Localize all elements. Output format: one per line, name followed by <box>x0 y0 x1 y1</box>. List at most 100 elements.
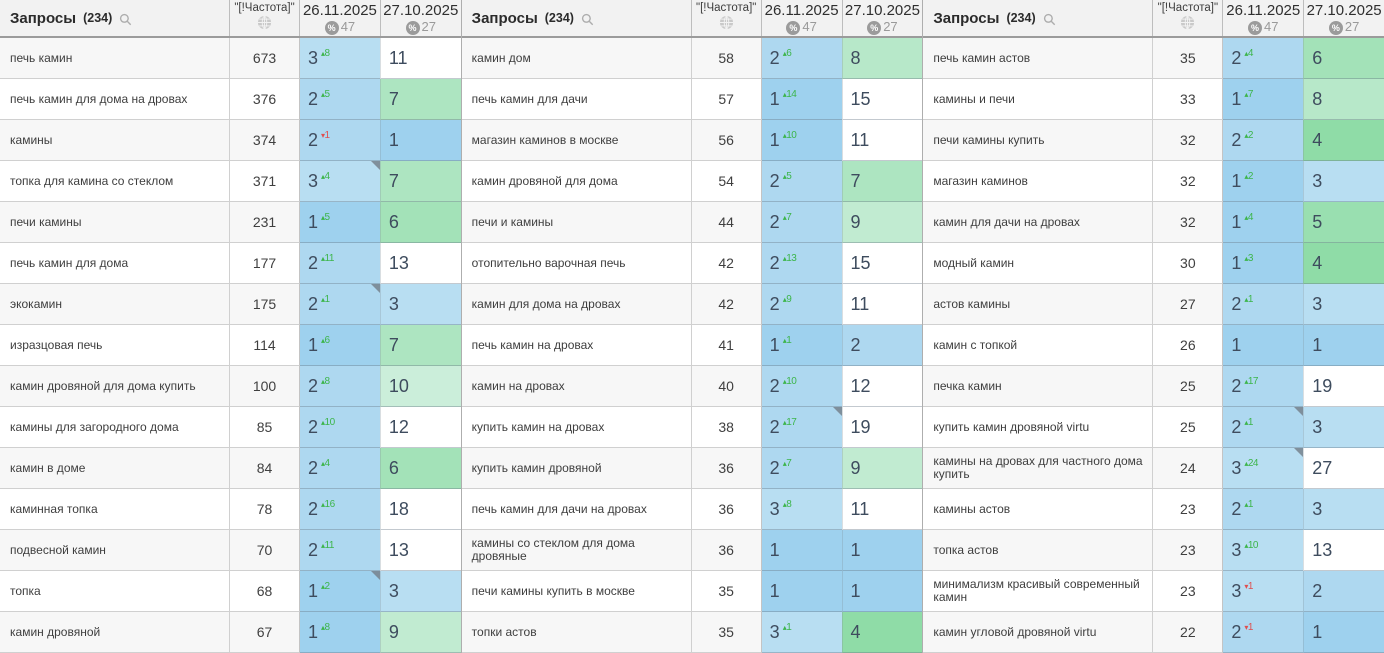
keyword-cell[interactable]: экокамин <box>0 284 229 325</box>
queries-header[interactable]: Запросы (234) <box>923 0 1152 36</box>
position-cell-current[interactable]: 3 ▾1 <box>1223 571 1304 612</box>
keyword-cell[interactable]: астов камины <box>923 284 1153 325</box>
position-cell-previous[interactable]: 10 <box>379 366 461 407</box>
position-cell-previous[interactable]: 3 <box>379 284 461 325</box>
position-cell-previous[interactable]: 1 <box>841 530 923 571</box>
position-cell-previous[interactable]: 7 <box>841 161 923 202</box>
position-cell-current[interactable]: 3 ▴4 <box>300 161 380 202</box>
position-cell-previous[interactable]: 8 <box>841 38 923 79</box>
keyword-cell[interactable]: печи и камины <box>461 202 691 243</box>
position-cell-previous[interactable]: 15 <box>841 243 923 284</box>
keyword-cell[interactable]: печь камин <box>0 38 229 79</box>
keyword-cell[interactable]: камин в доме <box>0 448 229 489</box>
position-cell-current[interactable]: 2 ▴5 <box>300 79 380 120</box>
position-cell-previous[interactable]: 4 <box>1303 243 1384 284</box>
position-cell-current[interactable]: 3 ▴1 <box>761 612 842 653</box>
position-cell-current[interactable]: 2 ▴1 <box>1223 284 1304 325</box>
position-cell-current[interactable]: 2 ▴1 <box>1223 489 1304 530</box>
position-cell-previous[interactable]: 11 <box>379 38 461 79</box>
position-cell-previous[interactable]: 12 <box>379 407 461 448</box>
position-cell-previous[interactable]: 2 <box>1303 571 1384 612</box>
date-column-header-current[interactable]: 26.11.2025 % 47 <box>300 0 380 36</box>
position-cell-current[interactable]: 3 ▴8 <box>300 38 380 79</box>
position-cell-current[interactable]: 2 ▾1 <box>300 120 380 161</box>
position-cell-previous[interactable]: 3 <box>1303 489 1384 530</box>
note-corner-marker[interactable] <box>1294 407 1304 416</box>
position-cell-current[interactable]: 2 ▴1 <box>1223 407 1304 448</box>
position-cell-current[interactable]: 2 ▴11 <box>300 243 380 284</box>
position-cell-previous[interactable]: 19 <box>841 407 923 448</box>
position-cell-previous[interactable]: 3 <box>1303 161 1384 202</box>
position-cell-current[interactable]: 2 ▴5 <box>761 161 842 202</box>
position-cell-current[interactable]: 1 ▴3 <box>1223 243 1304 284</box>
date-column-header-previous[interactable]: 27.10.2025 % 27 <box>1303 0 1384 36</box>
keyword-cell[interactable]: камины со стеклом для дома дровяные <box>461 530 691 571</box>
keyword-cell[interactable]: печь камин для дома на дровах <box>0 79 229 120</box>
keyword-cell[interactable]: топка астов <box>923 530 1153 571</box>
position-cell-previous[interactable]: 9 <box>841 202 923 243</box>
note-corner-marker[interactable] <box>1294 448 1304 457</box>
keyword-cell[interactable]: купить камин дровяной virtu <box>923 407 1153 448</box>
position-cell-previous[interactable]: 11 <box>841 120 923 161</box>
keyword-cell[interactable]: печка камин <box>923 366 1153 407</box>
keyword-cell[interactable]: камин на дровах <box>461 366 691 407</box>
position-cell-current[interactable]: 3 ▴24 <box>1223 448 1304 489</box>
frequency-header[interactable]: "[!Частота]" <box>690 0 762 36</box>
position-cell-current[interactable]: 1 ▴2 <box>300 571 380 612</box>
queries-header[interactable]: Запросы (234) <box>462 0 691 36</box>
keyword-cell[interactable]: камин дровяной для дома купить <box>0 366 229 407</box>
keyword-cell[interactable]: купить камин дровяной <box>461 448 691 489</box>
position-cell-current[interactable]: 1 ▴5 <box>300 202 380 243</box>
position-cell-previous[interactable]: 9 <box>841 448 923 489</box>
position-cell-current[interactable]: 2 ▴13 <box>761 243 842 284</box>
frequency-header[interactable]: "[!Частота]" <box>1152 0 1224 36</box>
keyword-cell[interactable]: камины для загородного дома <box>0 407 229 448</box>
position-cell-previous[interactable]: 13 <box>379 243 461 284</box>
position-cell-previous[interactable]: 13 <box>379 530 461 571</box>
position-cell-current[interactable]: 1 ▴10 <box>761 120 842 161</box>
position-cell-previous[interactable]: 11 <box>841 489 923 530</box>
position-cell-current[interactable]: 2 ▴11 <box>300 530 380 571</box>
date-column-header-previous[interactable]: 27.10.2025 % 27 <box>841 0 923 36</box>
position-cell-previous[interactable]: 1 <box>841 571 923 612</box>
search-icon[interactable] <box>581 13 594 26</box>
position-cell-previous[interactable]: 6 <box>1303 38 1384 79</box>
keyword-cell[interactable]: подвесной камин <box>0 530 229 571</box>
keyword-cell[interactable]: изразцовая печь <box>0 325 229 366</box>
position-cell-current[interactable]: 2 ▴2 <box>1223 120 1304 161</box>
keyword-cell[interactable]: печь камин для дачи на дровах <box>461 489 691 530</box>
position-cell-current[interactable]: 1 <box>1223 325 1304 366</box>
position-cell-current[interactable]: 1 ▴2 <box>1223 161 1304 202</box>
note-corner-marker[interactable] <box>370 161 380 170</box>
position-cell-current[interactable]: 1 ▴1 <box>761 325 842 366</box>
keyword-cell[interactable]: печи камины <box>0 202 229 243</box>
keyword-cell[interactable]: камин для дачи на дровах <box>923 202 1153 243</box>
keyword-cell[interactable]: камины <box>0 120 229 161</box>
position-cell-current[interactable]: 2 ▴4 <box>300 448 380 489</box>
position-cell-previous[interactable]: 2 <box>841 325 923 366</box>
keyword-cell[interactable]: камин дровяной <box>0 612 229 653</box>
keyword-cell[interactable]: топка <box>0 571 229 612</box>
position-cell-current[interactable]: 1 <box>761 571 842 612</box>
keyword-cell[interactable]: топки астов <box>461 612 691 653</box>
position-cell-current[interactable]: 2 ▴16 <box>300 489 380 530</box>
date-column-header-previous[interactable]: 27.10.2025 % 27 <box>379 0 461 36</box>
position-cell-current[interactable]: 2 ▴17 <box>761 407 842 448</box>
frequency-header[interactable]: "[!Частота]" <box>229 0 300 36</box>
position-cell-previous[interactable]: 3 <box>1303 284 1384 325</box>
keyword-cell[interactable]: камин дровяной для дома <box>461 161 691 202</box>
position-cell-previous[interactable]: 6 <box>379 202 461 243</box>
position-cell-previous[interactable]: 7 <box>379 161 461 202</box>
keyword-cell[interactable]: магазин каминов в москве <box>461 120 691 161</box>
position-cell-current[interactable]: 1 ▴7 <box>1223 79 1304 120</box>
position-cell-current[interactable]: 2 ▴1 <box>300 284 380 325</box>
keyword-cell[interactable]: отопительно варочная печь <box>461 243 691 284</box>
keyword-cell[interactable]: каминная топка <box>0 489 229 530</box>
position-cell-previous[interactable]: 3 <box>379 571 461 612</box>
note-corner-marker[interactable] <box>370 571 380 580</box>
position-cell-previous[interactable]: 19 <box>1303 366 1384 407</box>
keyword-cell[interactable]: печи камины купить в москве <box>461 571 691 612</box>
position-cell-previous[interactable]: 27 <box>1303 448 1384 489</box>
position-cell-current[interactable]: 2 ▴8 <box>300 366 380 407</box>
keyword-cell[interactable]: печь камин астов <box>923 38 1153 79</box>
